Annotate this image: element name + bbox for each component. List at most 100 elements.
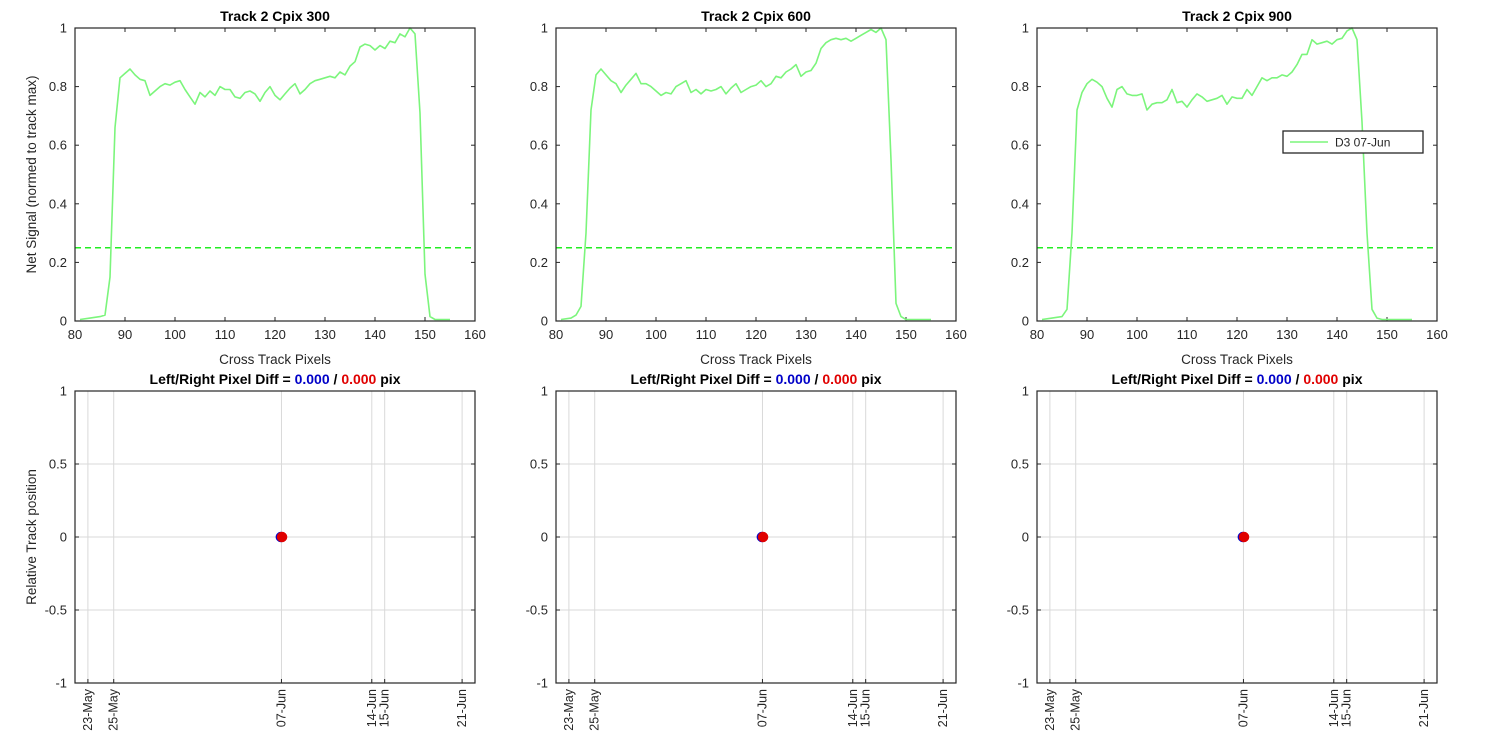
chart-panel-6: -1 -0.5 0 0.5 1 23-May 25-May 07-Jun 14-Jun15-Ju… xyxy=(1007,371,1438,731)
x-tick-label: 120 xyxy=(264,327,286,342)
y-tick-label: 0.6 xyxy=(49,138,67,153)
x-tick-label: 160 xyxy=(945,327,967,342)
x-tick-label: 160 xyxy=(464,327,486,342)
y-tick-label: 0 xyxy=(541,530,548,545)
y-tick-label: -1 xyxy=(1017,676,1029,691)
y-tick-label: 0 xyxy=(1022,530,1029,545)
y-tick-label: 0.5 xyxy=(1011,457,1029,472)
y-tick-label: 0.8 xyxy=(1011,79,1029,94)
y-tick-label: -1 xyxy=(55,676,67,691)
y-tick-label: 0.4 xyxy=(530,196,548,211)
left-diff-value: 0.000 xyxy=(776,371,811,387)
x-axis-label: Cross Track Pixels xyxy=(1181,352,1293,367)
chart-title: Track 2 Cpix 300 xyxy=(220,8,330,24)
x-tick-label: 120 xyxy=(1226,327,1248,342)
x-tick-label: 120 xyxy=(745,327,767,342)
right-diff-value: 0.000 xyxy=(341,371,376,387)
y-tick-label: 1 xyxy=(541,384,548,399)
y-tick-label: 0.8 xyxy=(49,79,67,94)
x-tick-label: 100 xyxy=(164,327,186,342)
y-tick-label: 0.2 xyxy=(1011,255,1029,270)
chart-title: Left/Right Pixel Diff = 0.000 / 0.000 pi… xyxy=(631,371,882,387)
x-tick-label: 150 xyxy=(1376,327,1398,342)
right-diff-point xyxy=(1238,531,1250,543)
left-diff-value: 0.000 xyxy=(295,371,330,387)
y-tick-label: 0.5 xyxy=(49,457,67,472)
y-axis-label: Net Signal (normed to track max) xyxy=(24,75,39,273)
y-tick-label: 0.2 xyxy=(530,255,548,270)
x-tick-label: 15-Jun xyxy=(1340,689,1354,727)
y-tick-label: 0.6 xyxy=(530,138,548,153)
x-axis-label: Cross Track Pixels xyxy=(700,352,812,367)
x-tick-label: 25-May xyxy=(588,688,602,730)
x-tick-label: 110 xyxy=(1177,327,1198,342)
left-diff-value: 0.000 xyxy=(1257,371,1292,387)
title-text: / xyxy=(811,371,823,387)
y-tick-label: 1 xyxy=(1022,21,1029,36)
title-text: Left/Right Pixel Diff = xyxy=(631,371,776,387)
y-tick-label: -0.5 xyxy=(45,603,67,618)
x-tick-label: 100 xyxy=(645,327,667,342)
y-tick-label: 0.5 xyxy=(530,457,548,472)
y-tick-label: 0.4 xyxy=(49,196,67,211)
y-tick-label: 0.8 xyxy=(530,79,548,94)
chart-title: Left/Right Pixel Diff = 0.000 / 0.000 pi… xyxy=(1112,371,1363,387)
x-tick-label: 14-Jun xyxy=(365,689,379,727)
x-tick-label: 160 xyxy=(1426,327,1448,342)
x-tick-label: 07-Jun xyxy=(1236,689,1250,727)
y-tick-label: -0.5 xyxy=(1007,603,1029,618)
x-tick-label: 130 xyxy=(1276,327,1298,342)
x-tick-label: 100 xyxy=(1126,327,1148,342)
x-tick-label: 14-Jun xyxy=(846,689,860,727)
legend-box xyxy=(1282,130,1424,154)
title-text: pix xyxy=(1338,371,1362,387)
axes-box xyxy=(555,390,957,684)
y-tick-label: 1 xyxy=(60,384,67,399)
x-tick-label: 07-Jun xyxy=(274,689,288,727)
x-tick-label: 130 xyxy=(795,327,817,342)
axes-box xyxy=(1036,390,1438,684)
y-tick-label: 1 xyxy=(60,21,67,36)
x-tick-label: 90 xyxy=(118,327,132,342)
right-diff-point xyxy=(276,531,288,543)
x-tick-label: 80 xyxy=(68,327,82,342)
x-tick-label: 07-Jun xyxy=(755,689,769,727)
right-diff-value: 0.000 xyxy=(822,371,857,387)
x-tick-label: 21-Jun xyxy=(1417,689,1431,727)
chart-panel-3: 0 0.2 0.4 0.6 0.8 1 80 90 100 110 120 130 140 150 160 C… xyxy=(1011,8,1448,367)
chart-panel-4: -1 -0.5 0 0.5 1 23-May 25-May 07-Jun 14-Jun15-Ju… xyxy=(24,371,476,731)
y-tick-label: -1 xyxy=(536,676,548,691)
x-tick-label: 150 xyxy=(895,327,917,342)
x-tick-label: 130 xyxy=(314,327,336,342)
y-tick-label: 0.6 xyxy=(1011,138,1029,153)
chart-title: Left/Right Pixel Diff = 0.000 / 0.000 pi… xyxy=(150,371,401,387)
chart-panel-2: 0 0.2 0.4 0.6 0.8 1 80 90 100 110 120 130 140 150 160 C… xyxy=(530,8,967,367)
axes-box xyxy=(74,390,476,684)
x-tick-label: 90 xyxy=(1080,327,1094,342)
x-axis-label: Cross Track Pixels xyxy=(219,352,331,367)
y-tick-label: 0 xyxy=(541,314,548,329)
axes-box xyxy=(74,27,476,322)
legend-entry: D3 07-Jun xyxy=(1335,136,1390,150)
x-tick-label: 80 xyxy=(549,327,563,342)
title-text: pix xyxy=(376,371,400,387)
right-diff-point xyxy=(757,531,769,543)
x-tick-label: 15-Jun xyxy=(859,689,873,727)
series-line-1 xyxy=(1041,27,1412,321)
title-text: / xyxy=(1292,371,1304,387)
chart-panel-1: 0 0.2 0.4 0.6 0.8 1 80 90 100 110 120 130 140 150 160 C… xyxy=(24,8,486,367)
y-tick-label: -0.5 xyxy=(526,603,548,618)
chart-panel-5: -1 -0.5 0 0.5 1 23-May 25-May 07-Jun 14-Jun15-Ju… xyxy=(526,371,957,731)
x-tick-label: 23-May xyxy=(562,688,576,730)
y-tick-label: 0 xyxy=(60,530,67,545)
chart-title: Track 2 Cpix 600 xyxy=(701,8,811,24)
y-tick-label: 0 xyxy=(60,314,67,329)
title-text: pix xyxy=(857,371,881,387)
title-text: / xyxy=(330,371,342,387)
plot-area xyxy=(556,28,956,321)
x-tick-label: 80 xyxy=(1030,327,1044,342)
x-tick-label: 23-May xyxy=(81,688,95,730)
title-text: Left/Right Pixel Diff = xyxy=(150,371,295,387)
y-axis-label: Relative Track position xyxy=(24,469,39,605)
